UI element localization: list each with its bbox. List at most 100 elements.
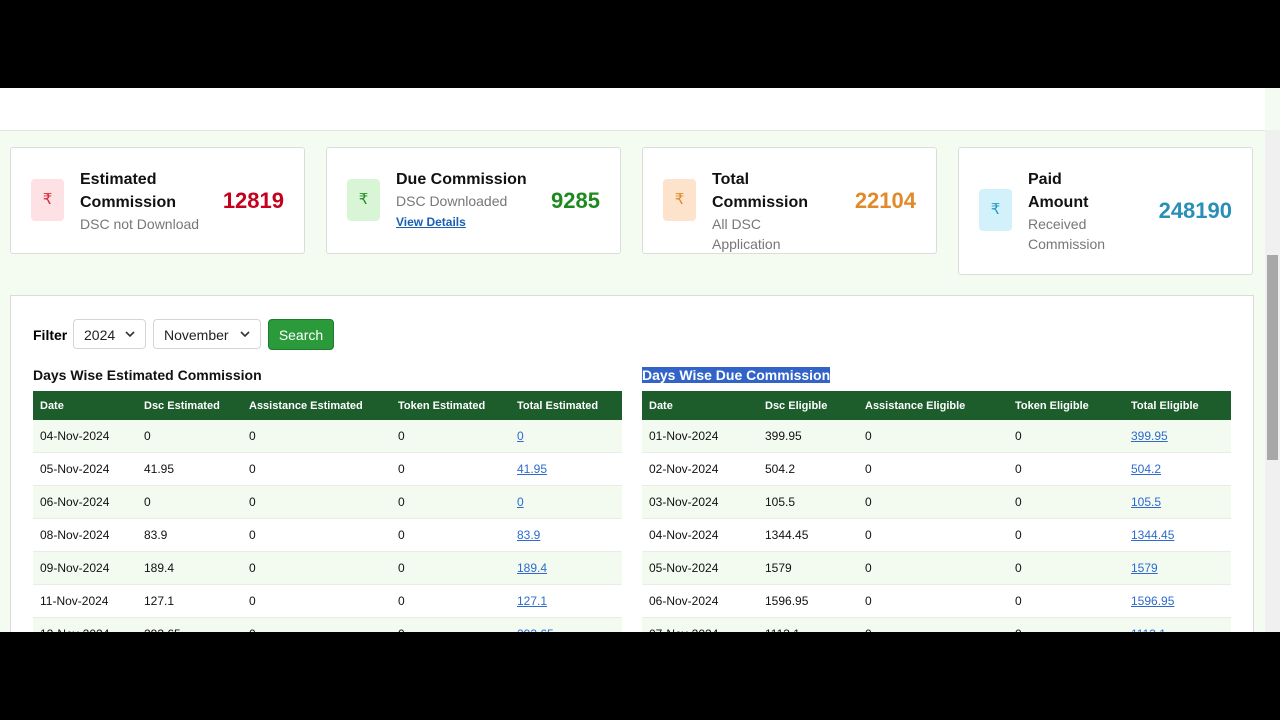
table-row: 06-Nov-2024 1596.95 0 0 1596.95 [642, 584, 1231, 618]
cell: 04-Nov-2024 [33, 420, 137, 453]
cell: 41.95 [510, 452, 622, 486]
top-bar [0, 88, 1265, 131]
column-header: Assistance Eligible [858, 391, 1008, 420]
cell: 0 [391, 617, 510, 632]
stat-card: ₹ Total Commission All DSC Application 2210… [642, 147, 937, 254]
cell: 0 [391, 452, 510, 486]
card-subtitle: Received Commission [1028, 216, 1106, 252]
total-link[interactable]: 0 [517, 429, 524, 443]
year-value: 2024 [84, 327, 116, 343]
total-link[interactable]: 189.4 [517, 561, 548, 575]
total-link[interactable]: 1344.45 [1131, 528, 1175, 542]
view-details-link[interactable]: View Details [396, 215, 466, 229]
cell: 11-Nov-2024 [33, 584, 137, 618]
column-header: Token Estimated [391, 391, 510, 420]
column-header: Token Eligible [1008, 391, 1124, 420]
column-header: Dsc Eligible [758, 391, 858, 420]
total-link[interactable]: 105.5 [1131, 495, 1162, 509]
cell: 105.5 [758, 485, 858, 519]
table-row: 02-Nov-2024 504.2 0 0 504.2 [642, 452, 1231, 486]
header-row: Date Dsc Eligible Assistance Eligible Token… [642, 391, 1231, 420]
cell: 41.95 [137, 452, 242, 486]
cell: 0 [858, 518, 1008, 552]
total-link[interactable]: 127.1 [517, 594, 548, 608]
card-text: Estimated Commission DSC not Download [80, 168, 210, 234]
year-select[interactable]: 2024 [73, 319, 146, 349]
cell: 04-Nov-2024 [642, 518, 758, 552]
cell: 1596.95 [758, 584, 858, 618]
cell: 1344.45 [758, 518, 858, 552]
cell: 1344.45 [1124, 518, 1231, 552]
cell: 05-Nov-2024 [33, 452, 137, 486]
cell: 0 [1008, 551, 1124, 585]
card-text: Paid Amount Received Commission [1028, 168, 1105, 254]
cell: 1579 [758, 551, 858, 585]
commission-table: Date Dsc Eligible Assistance Eligible Token… [642, 391, 1231, 632]
card-subtitle: DSC not Download [80, 216, 200, 232]
total-link[interactable]: 1579 [1131, 561, 1158, 575]
card-subtitle: DSC Downloaded [396, 193, 508, 209]
cell: 0 [858, 485, 1008, 519]
column-header: Date [33, 391, 137, 420]
cell: 0 [391, 551, 510, 585]
card-text: Total Commission All DSC Application [712, 168, 812, 254]
cell: 12-Nov-2024 [33, 617, 137, 632]
card-icon: ₹ [31, 179, 64, 221]
filter-label: Filter [33, 327, 68, 343]
cell: 02-Nov-2024 [642, 452, 758, 486]
table-head: Date Dsc Eligible Assistance Eligible Token… [642, 391, 1231, 420]
total-link[interactable]: 41.95 [517, 462, 548, 476]
cell: 0 [242, 452, 391, 486]
table-title: Days Wise Estimated Commission [33, 367, 262, 383]
cell: 1579 [1124, 551, 1231, 585]
card-icon: ₹ [663, 179, 696, 221]
cell: 07-Nov-2024 [642, 617, 758, 632]
chevron [125, 331, 135, 338]
table-row: 12-Nov-2024293.6500293.65 [33, 617, 622, 632]
month-select[interactable]: November [153, 319, 261, 349]
cell: 0 [137, 420, 242, 453]
cell: 0 [391, 518, 510, 552]
scrollbar-thumb[interactable] [1267, 255, 1278, 460]
cell: 105.5 [1124, 485, 1231, 519]
total-link[interactable]: 399.95 [1131, 429, 1168, 443]
cell: 399.95 [1124, 420, 1231, 453]
cell: 0 [1008, 617, 1124, 632]
cell: 06-Nov-2024 [642, 584, 758, 618]
card-subtitle: All DSC Application [712, 216, 781, 252]
card-text: Due Commission DSC Downloaded View Details [396, 168, 536, 230]
stat-card: ₹ Estimated Commission DSC not Download 128… [10, 147, 305, 254]
total-link[interactable]: 504.2 [1131, 462, 1162, 476]
cell: 127.1 [137, 584, 242, 618]
card-title: Due Commission [396, 171, 527, 188]
table-row: 04-Nov-2024 0 0 0 0 [33, 420, 622, 453]
cell: 03-Nov-2024 [642, 485, 758, 519]
column-header: Assistance Estimated [242, 391, 391, 420]
column-header: Dsc Estimated [137, 391, 242, 420]
total-link[interactable]: 1596.95 [1131, 594, 1175, 608]
cell: 0 [242, 518, 391, 552]
card-icon: ₹ [347, 179, 380, 221]
cell: 01-Nov-2024 [642, 420, 758, 453]
header-row: Date Dsc Estimated Assistance Estimated Tok… [33, 391, 622, 420]
cell: 0 [1008, 518, 1124, 552]
cell: 0 [242, 420, 391, 453]
table-row: 05-Nov-2024 41.95 0 0 41.95 [33, 452, 622, 486]
cell: 399.95 [758, 420, 858, 453]
cell: 0 [391, 420, 510, 453]
column-header: Date [642, 391, 758, 420]
cell: 293.65 [137, 617, 242, 632]
table-row: 01-Nov-2024 399.95 0 0 399.95 [642, 420, 1231, 453]
total-link[interactable]: 1113.1 [1131, 627, 1166, 632]
total-link[interactable]: 0 [517, 495, 524, 509]
total-link[interactable]: 83.9 [517, 528, 541, 542]
cell: 504.2 [758, 452, 858, 486]
month-value: November [164, 327, 229, 343]
viewport: ₹ Estimated Commission DSC not Download 128… [0, 88, 1280, 632]
card-value: 248190 [1158, 198, 1232, 223]
card-title: Paid Amount [1028, 171, 1089, 211]
total-link[interactable]: 293.65 [517, 627, 554, 632]
table-row: 06-Nov-2024 0 0 0 0 [33, 485, 622, 519]
search-button[interactable]: Search [268, 319, 334, 350]
